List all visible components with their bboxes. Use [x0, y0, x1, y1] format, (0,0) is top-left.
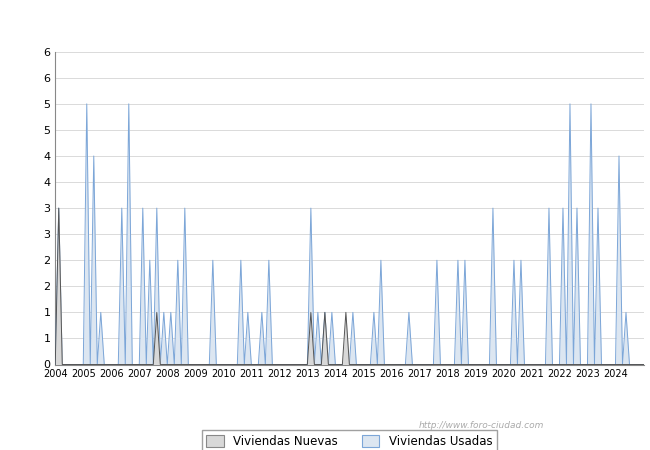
Text: Castronuño - Evolucion del Nº de Transacciones Inmobiliarias: Castronuño - Evolucion del Nº de Transac…	[72, 16, 578, 31]
Text: http://www.foro-ciudad.com: http://www.foro-ciudad.com	[419, 421, 543, 430]
Legend: Viviendas Nuevas, Viviendas Usadas: Viviendas Nuevas, Viviendas Usadas	[202, 430, 497, 450]
